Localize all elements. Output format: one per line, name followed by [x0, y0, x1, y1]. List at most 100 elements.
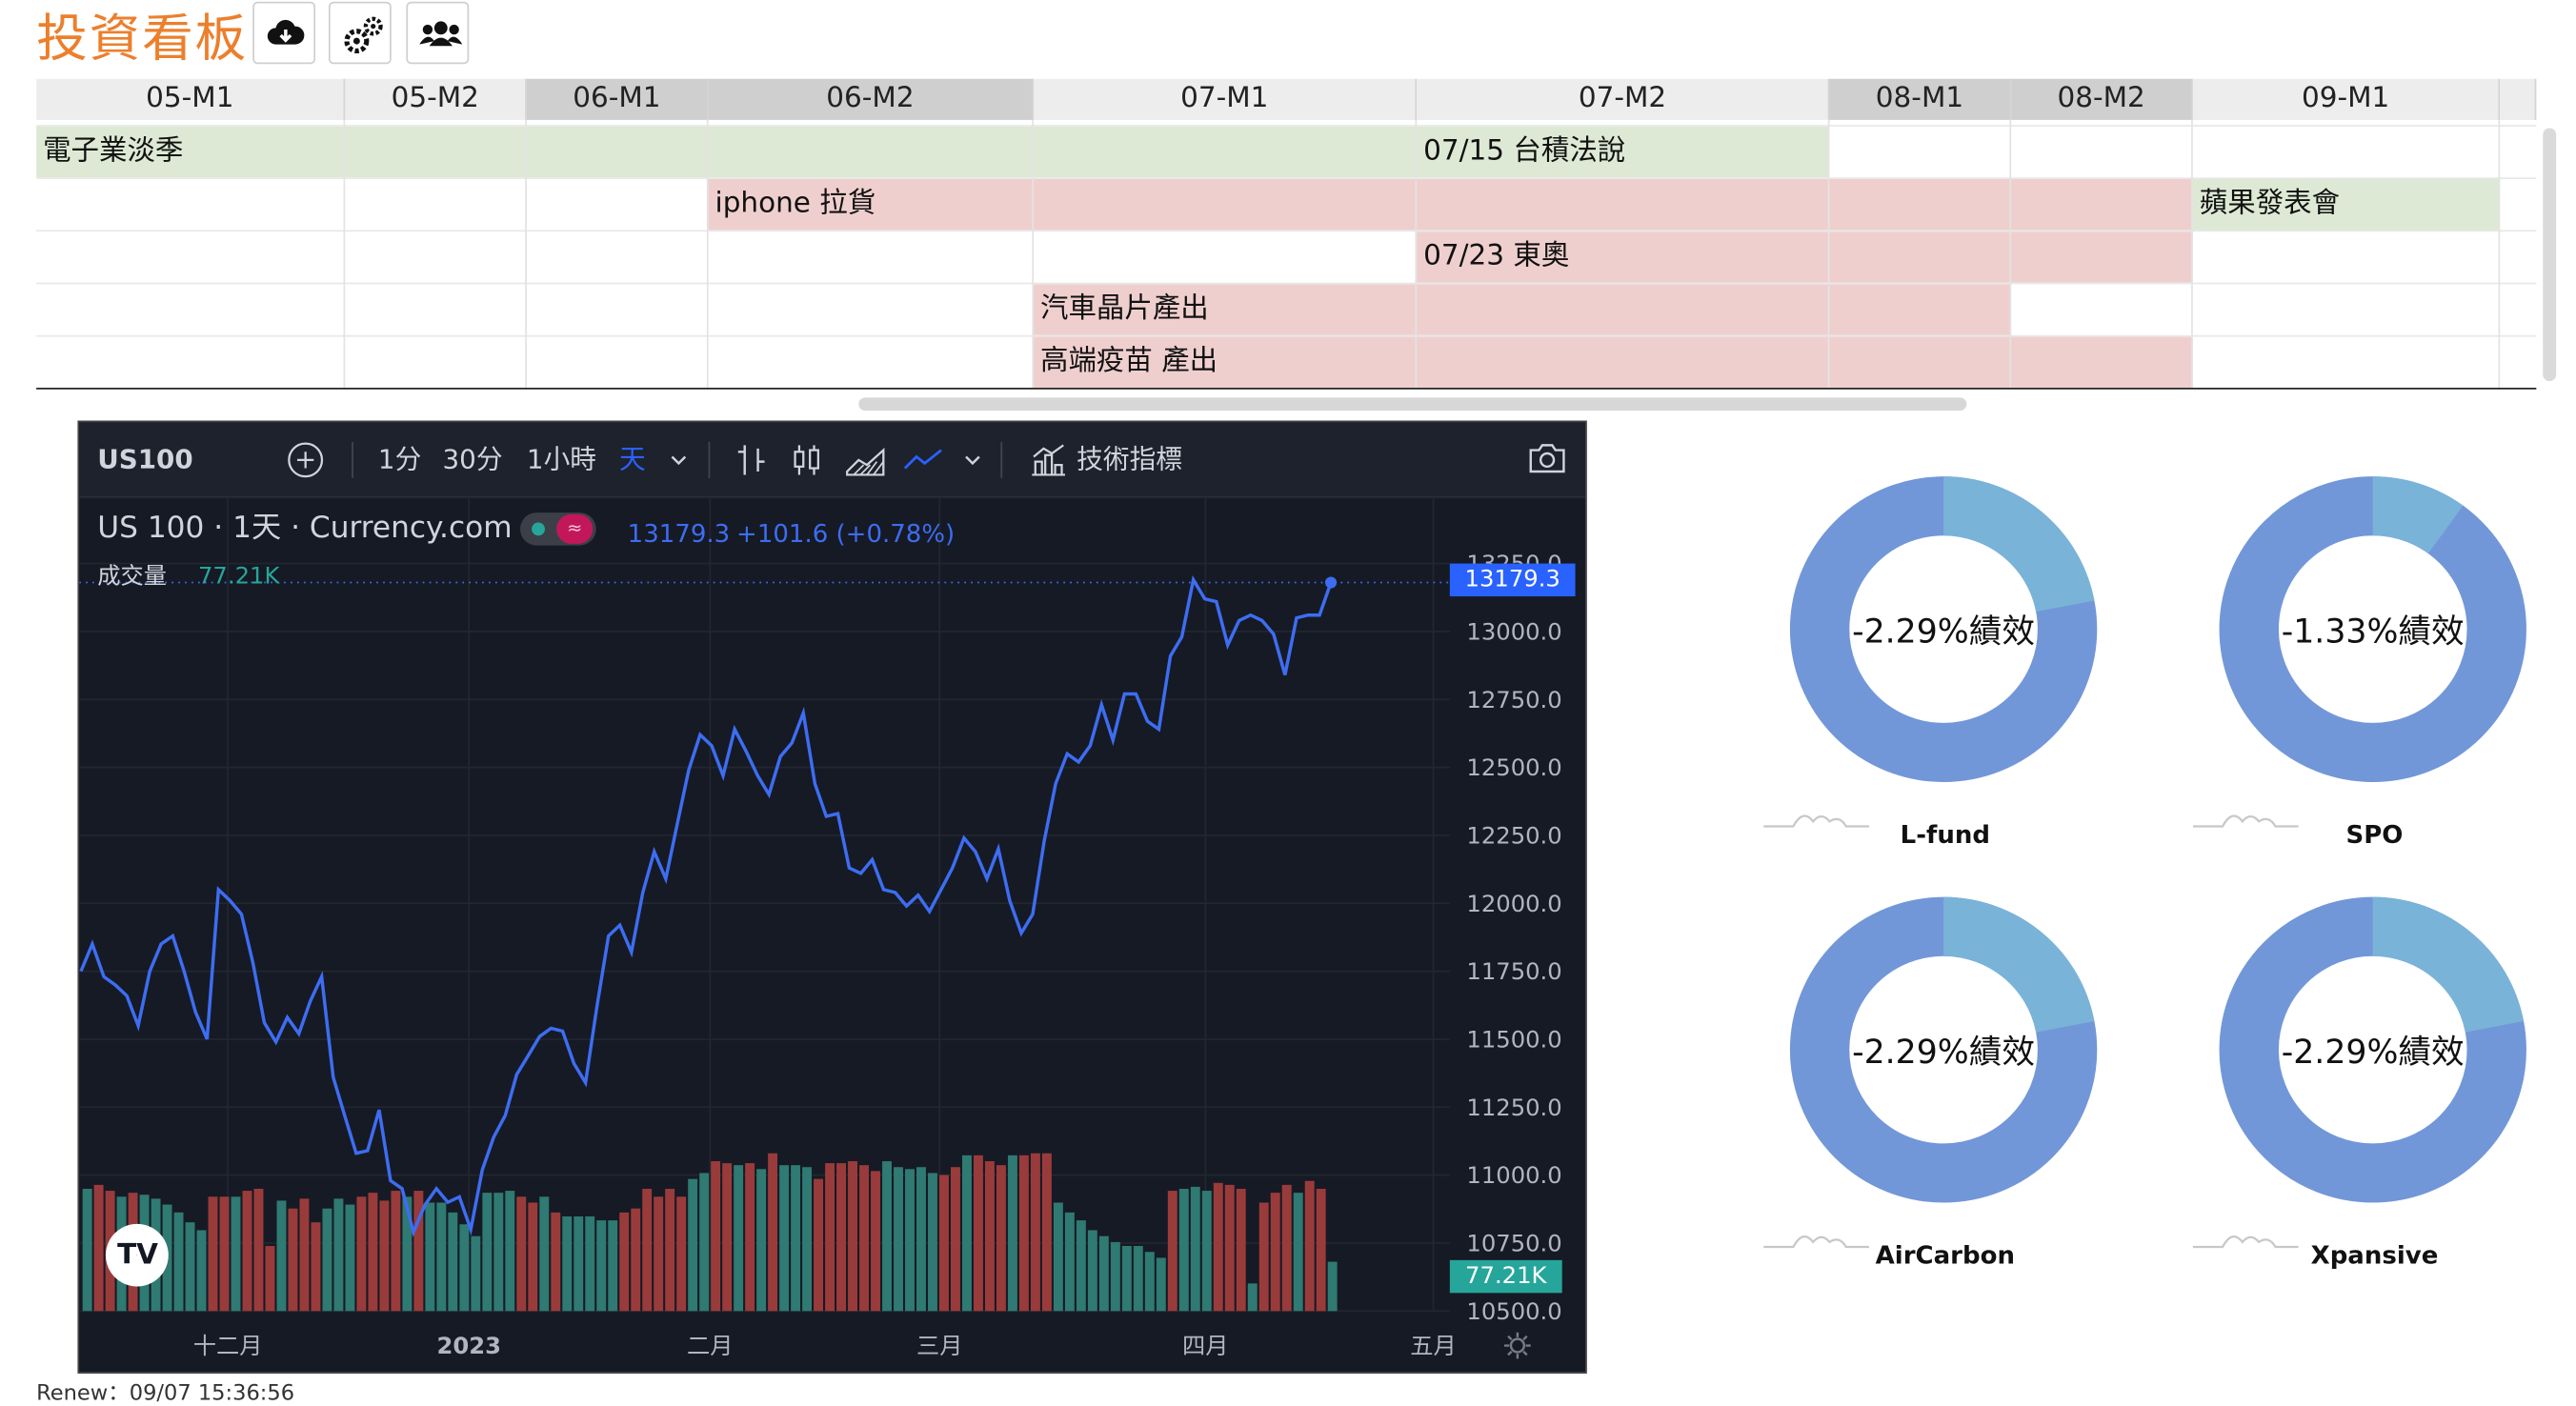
symbol-label[interactable]: US100 — [97, 443, 193, 475]
tradingview-chart[interactable]: US100 1分 30分 1小時 天 — [77, 420, 1587, 1374]
volume-bar — [242, 1191, 252, 1312]
page-title: 投資看板 — [36, 10, 248, 70]
settings-gear-icon[interactable] — [1502, 1331, 1532, 1360]
x-tick-label: 2023 — [437, 1333, 501, 1359]
volume-bar — [1178, 1188, 1189, 1312]
interval-1m[interactable]: 1分 — [377, 443, 422, 475]
settings-button[interactable] — [328, 1, 392, 65]
volume-bar — [345, 1204, 355, 1312]
volume-bar — [173, 1212, 184, 1312]
grid-line — [525, 119, 527, 390]
area-chart-icon[interactable] — [844, 442, 887, 478]
event-bar[interactable]: 電子業淡季 — [36, 126, 1830, 178]
toolbar-divider — [708, 441, 711, 478]
interval-30m[interactable]: 30分 — [442, 443, 503, 475]
camera-icon[interactable] — [1526, 440, 1569, 476]
volume-bar — [562, 1215, 573, 1312]
volume-bar — [871, 1171, 880, 1312]
volume-bar — [996, 1165, 1006, 1312]
event-bar[interactable]: 汽車晶片產出 — [1034, 284, 2012, 335]
price-chart-canvas[interactable]: 13250.013000.012750.012500.012250.012000… — [79, 497, 1585, 1374]
candlestick-icon[interactable] — [791, 442, 824, 478]
tradingview-logo[interactable]: TV — [105, 1223, 169, 1287]
volume-bar — [859, 1165, 869, 1312]
donut-slice — [2372, 896, 2525, 1033]
volume-bar — [951, 1167, 960, 1312]
event-bar[interactable]: 07/23 東奧 — [1417, 231, 2193, 283]
y-tick-label: 11250.0 — [1466, 1095, 1561, 1121]
volume-bar — [619, 1212, 630, 1312]
indicators-icon[interactable] — [1029, 442, 1069, 478]
volume-bar — [1316, 1188, 1326, 1312]
chevron-down-icon[interactable] — [669, 452, 689, 468]
volume-bar — [1064, 1212, 1075, 1312]
grid-line — [36, 230, 2537, 232]
add-symbol-icon[interactable] — [288, 442, 324, 478]
y-tick-label: 11500.0 — [1466, 1027, 1561, 1054]
timeline-bottom-border — [36, 388, 2537, 390]
timeline-header: 06-M1 — [526, 78, 709, 120]
event-bar[interactable]: 07/15 台積法說 — [1417, 127, 1625, 177]
market-status-badge[interactable]: ≈ — [519, 512, 596, 546]
timeline-header: 05-M1 — [36, 78, 346, 120]
volume-bar — [1076, 1220, 1086, 1312]
donut-slice — [1943, 476, 2095, 613]
volume-bar — [391, 1191, 401, 1312]
donut-base — [1789, 476, 2098, 782]
toolbar-divider — [1000, 441, 1003, 478]
grid-line — [1032, 119, 1035, 390]
event-bar[interactable]: 高端疫苗 產出 — [1034, 336, 2193, 389]
event-timeline: 05-M1 05-M2 06-M1 06-M2 07-M1 07-M2 08-M… — [36, 78, 2537, 390]
grid-line — [1415, 119, 1418, 390]
chevron-down-icon[interactable] — [963, 452, 983, 468]
volume-bar — [1304, 1180, 1315, 1312]
bar-chart-icon[interactable] — [735, 442, 768, 478]
volume-bar — [505, 1191, 515, 1312]
legend-title: US 100 · 1天 · Currency.com — [97, 511, 513, 546]
fund-name: SPO — [2345, 819, 2404, 850]
event-label: 07/23 東奧 — [1423, 239, 1570, 273]
grid-line — [1827, 119, 1830, 390]
sparkline-icon — [1763, 1235, 1870, 1249]
vertical-scrollbar[interactable] — [2543, 128, 2557, 382]
volume-bar — [482, 1193, 493, 1312]
volume-bar — [425, 1202, 435, 1312]
volume-bar — [894, 1167, 903, 1312]
timeline-header: 07-M2 — [1417, 78, 1830, 120]
volume-bar — [1213, 1182, 1223, 1312]
timeline-header: 05-M2 — [345, 78, 527, 120]
interval-1h[interactable]: 1小時 — [526, 443, 597, 475]
legend-change: +101.6 (+0.78%) — [736, 519, 956, 550]
volume-bar — [185, 1222, 195, 1312]
volume-bar — [676, 1196, 687, 1312]
volume-bar — [791, 1165, 801, 1312]
volume-bar — [1190, 1186, 1200, 1312]
cloud-download-button[interactable] — [252, 1, 316, 65]
chart-toolbar: US100 1分 30分 1小時 天 — [79, 422, 1585, 498]
indicators-button[interactable]: 技術指標 — [1077, 443, 1183, 475]
status-dot-icon — [532, 522, 545, 536]
event-bar[interactable]: 蘋果發表會 — [2192, 178, 2501, 231]
legend-price: 13179.3 — [627, 519, 731, 550]
volume-bar — [471, 1235, 481, 1312]
volume-bar — [1098, 1235, 1109, 1312]
y-tick-label: 12750.0 — [1466, 687, 1561, 713]
line-chart-icon[interactable] — [901, 442, 944, 478]
grid-line — [2498, 119, 2501, 390]
interval-1d[interactable]: 天 — [618, 443, 646, 475]
users-button[interactable] — [406, 1, 470, 65]
volume-bar — [1110, 1241, 1120, 1312]
fund-donut-chart — [2219, 896, 2526, 1203]
volume-bar — [699, 1173, 710, 1312]
volume-bar — [1121, 1246, 1132, 1312]
volume-bar — [779, 1165, 790, 1312]
y-tick-label: 12250.0 — [1466, 823, 1561, 850]
event-label: iphone 拉貨 — [714, 187, 876, 221]
y-tick-label: 12000.0 — [1466, 891, 1561, 917]
y-tick-label: 13000.0 — [1466, 619, 1561, 646]
volume-bar — [939, 1175, 949, 1312]
y-tick-label: 11750.0 — [1466, 958, 1561, 985]
horizontal-scrollbar[interactable] — [858, 397, 1967, 412]
volume-bar — [882, 1161, 892, 1312]
event-bar[interactable]: iphone 拉貨 — [708, 178, 2193, 231]
